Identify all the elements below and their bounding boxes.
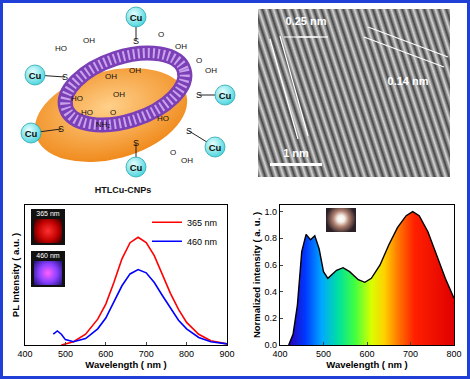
svg-text:800: 800: [179, 349, 194, 359]
svg-text:HTLCu-CNPs: HTLCu-CNPs: [95, 185, 152, 195]
svg-text:0.0: 0.0: [264, 340, 277, 350]
svg-text:OH: OH: [129, 66, 141, 75]
svg-text:Wavelength ( nm ): Wavelength ( nm ): [326, 359, 407, 370]
svg-text:Normalized intensity ( a. u. ): Normalized intensity ( a. u. ): [251, 212, 262, 338]
svg-text:O: O: [158, 30, 164, 39]
svg-text:HO: HO: [81, 108, 93, 117]
svg-text:0.6: 0.6: [264, 260, 277, 270]
svg-text:700: 700: [139, 349, 154, 359]
svg-text:HO: HO: [157, 114, 169, 123]
svg-text:0.2: 0.2: [264, 313, 277, 323]
svg-text:400: 400: [272, 349, 287, 359]
svg-text:365 nm: 365 nm: [187, 218, 217, 228]
svg-text:1.0: 1.0: [264, 207, 277, 217]
svg-text:Cu: Cu: [219, 90, 232, 101]
svg-text:500: 500: [58, 349, 73, 359]
svg-text:600: 600: [359, 349, 374, 359]
html-text:365 nm: 365 nm: [36, 210, 60, 217]
svg-text:PL Intensity ( a.u. ): PL Intensity ( a.u. ): [10, 233, 21, 317]
svg-text:900: 900: [219, 349, 234, 359]
svg-text:0.8: 0.8: [264, 233, 277, 243]
svg-text:OH: OH: [181, 156, 193, 165]
svg-text:OH: OH: [113, 90, 125, 99]
svg-text:Cu: Cu: [209, 142, 222, 153]
svg-text:OH: OH: [175, 42, 187, 51]
svg-text:Cu: Cu: [29, 70, 42, 81]
svg-text:NH₂: NH₂: [96, 120, 111, 129]
svg-text:Cu: Cu: [25, 128, 38, 139]
svg-text:500: 500: [316, 349, 331, 359]
svg-text:OH: OH: [205, 66, 217, 75]
html-text:460 nm: 460 nm: [36, 252, 60, 259]
svg-text:1 nm: 1 nm: [283, 147, 309, 159]
svg-text:Wavelength ( nm ): Wavelength ( nm ): [85, 359, 166, 370]
svg-text:O: O: [196, 56, 202, 65]
svg-text:800: 800: [446, 349, 461, 359]
svg-text:600: 600: [98, 349, 113, 359]
svg-text:S: S: [133, 36, 139, 46]
svg-text:400: 400: [17, 349, 32, 359]
svg-text:S: S: [62, 72, 68, 82]
svg-text:0.25 nm: 0.25 nm: [286, 15, 327, 27]
svg-text:700: 700: [403, 349, 418, 359]
svg-text:O: O: [110, 108, 116, 117]
svg-text:S: S: [58, 124, 64, 134]
svg-text:S: S: [186, 126, 192, 136]
svg-text:460 nm: 460 nm: [187, 237, 217, 247]
svg-text:0.4: 0.4: [264, 287, 277, 297]
svg-text:Cu: Cu: [130, 12, 143, 23]
svg-text:S: S: [133, 138, 139, 148]
svg-text:HO: HO: [55, 44, 67, 53]
svg-text:O: O: [170, 148, 176, 157]
svg-text:OH: OH: [83, 36, 95, 45]
svg-text:0.14 nm: 0.14 nm: [388, 75, 429, 87]
svg-text:Cu: Cu: [130, 162, 143, 173]
svg-text:HO: HO: [71, 94, 83, 103]
svg-text:S: S: [196, 90, 202, 100]
svg-text:OH: OH: [105, 72, 117, 81]
